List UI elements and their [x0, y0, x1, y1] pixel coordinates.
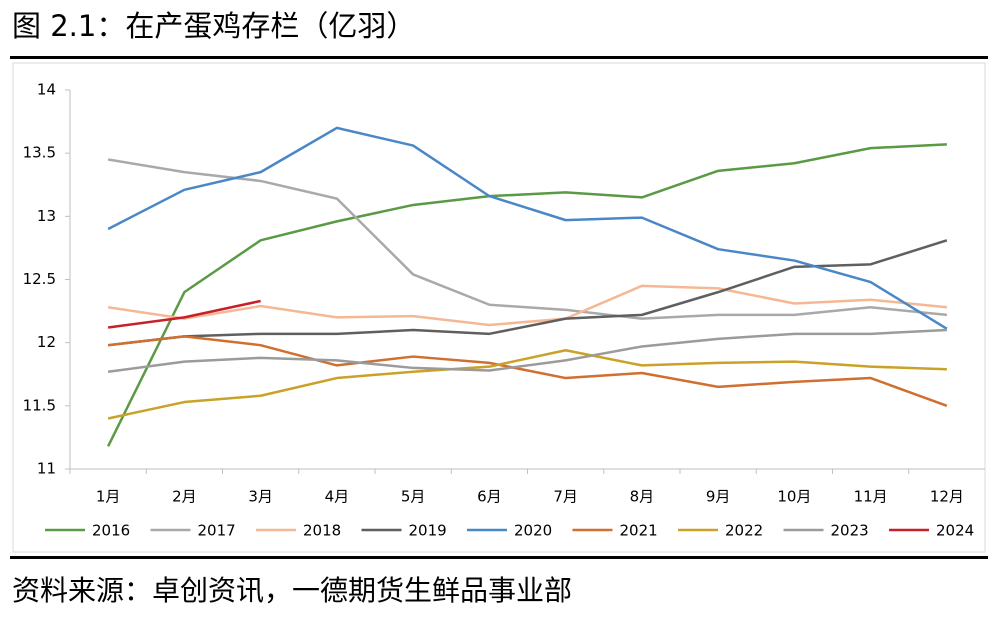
source: 资料来源：卓创资讯，一德期货生鲜品事业部 — [12, 574, 572, 607]
y-tick-label: 12 — [37, 333, 56, 351]
y-tick-label: 11 — [37, 460, 56, 478]
x-tick-label: 5月 — [401, 488, 426, 506]
x-tick-label: 12月 — [930, 488, 964, 506]
y-tick-label: 13 — [37, 207, 56, 225]
series-line — [107, 284, 947, 327]
x-tick-label: 1月 — [96, 488, 121, 506]
legend-label: 2023 — [831, 522, 869, 540]
series-line — [107, 143, 947, 447]
series-line — [107, 348, 947, 420]
chart-title: 图 2.1：在产蛋鸡存栏（亿羽） — [12, 9, 415, 43]
y-tick-label: 14 — [37, 81, 56, 99]
x-tick-label: 10月 — [777, 488, 811, 506]
y-tick-label: 13.5 — [23, 144, 56, 162]
legend-label: 2024 — [936, 522, 974, 540]
y-tick-label: 11.5 — [23, 396, 56, 414]
legend-label: 2017 — [198, 522, 236, 540]
x-tick-label: 2月 — [172, 488, 197, 506]
series-line — [107, 239, 948, 347]
legend-label: 2019 — [409, 522, 447, 540]
legend-label: 2021 — [620, 522, 658, 540]
x-tick-label: 3月 — [248, 488, 273, 506]
x-tick-label: 8月 — [630, 488, 655, 506]
series-line — [107, 335, 948, 408]
x-tick-label: 4月 — [325, 488, 350, 506]
y-tick-label: 12.5 — [23, 270, 56, 288]
source-rule — [10, 556, 988, 559]
x-tick-label: 11月 — [854, 488, 888, 506]
x-tick-label: 6月 — [477, 488, 502, 506]
x-tick-label: 7月 — [553, 488, 578, 506]
legend-label: 2022 — [725, 522, 763, 540]
legend-label: 2018 — [303, 522, 341, 540]
title-rule — [10, 56, 988, 59]
series-line — [107, 158, 947, 320]
x-tick-label: 9月 — [706, 488, 731, 506]
legend-label: 2016 — [92, 522, 130, 540]
series-line — [107, 328, 947, 373]
series-line — [107, 299, 261, 329]
chart-frame — [12, 62, 986, 553]
series-line — [107, 126, 948, 330]
legend-label: 2020 — [514, 522, 552, 540]
